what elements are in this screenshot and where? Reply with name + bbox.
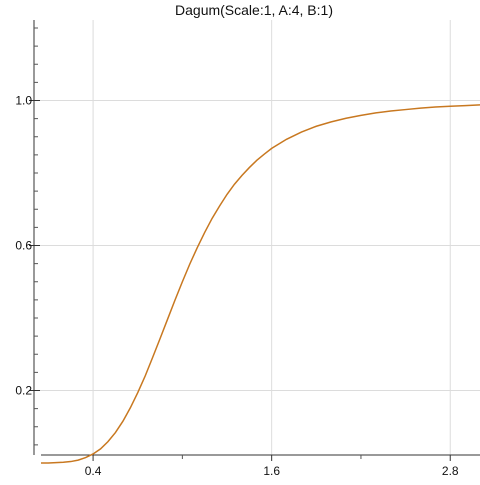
axes: 0.2 0.6 1.0 0.4 1.6 2.8 — [15, 20, 480, 478]
x-tick-label: 2.8 — [442, 464, 459, 478]
series-line — [41, 104, 480, 464]
grid — [34, 20, 480, 455]
x-tick-label: 0.4 — [85, 464, 102, 478]
x-tick-label: 1.6 — [263, 464, 280, 478]
y-tick-label: 1.0 — [15, 94, 32, 108]
y-tick-label: 0.6 — [15, 239, 32, 253]
chart-title: Dagum(Scale:1, A:4, B:1) — [175, 2, 333, 18]
y-tick-label: 0.2 — [15, 384, 32, 398]
series-layer — [41, 104, 480, 464]
